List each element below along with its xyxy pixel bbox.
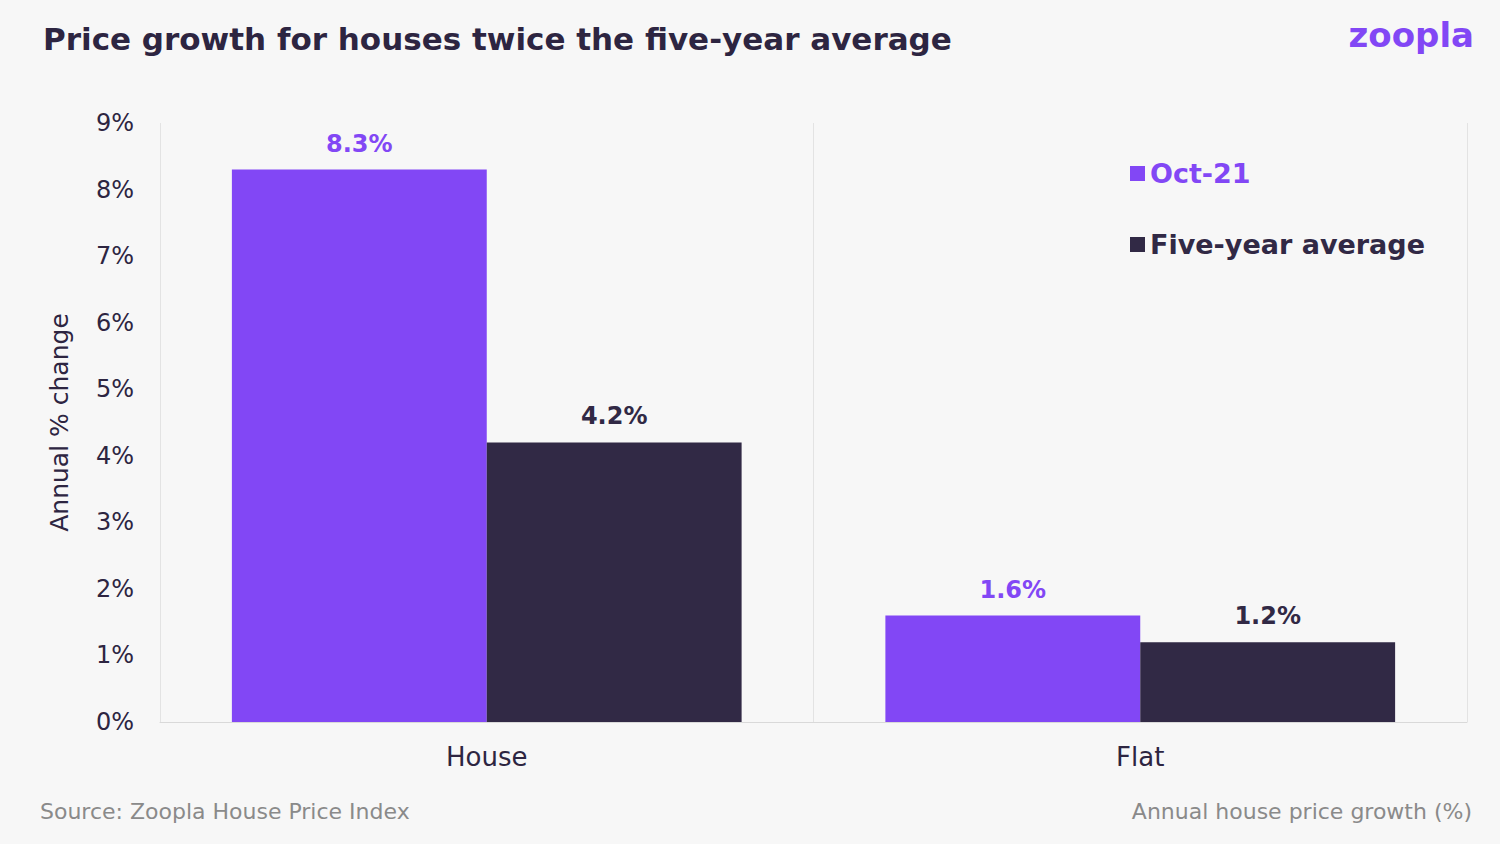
svg-text:0%: 0% — [96, 708, 134, 736]
svg-text:Five-year average: Five-year average — [1150, 229, 1425, 260]
svg-text:Annual % change: Annual % change — [45, 313, 74, 532]
svg-text:Price growth for houses twice: Price growth for houses twice the five-y… — [43, 21, 952, 57]
svg-text:Annual house price growth (%): Annual house price growth (%) — [1132, 799, 1472, 824]
svg-text:8%: 8% — [96, 176, 134, 204]
svg-text:zoopla: zoopla — [1349, 15, 1474, 55]
svg-text:2%: 2% — [96, 575, 134, 603]
svg-text:1.2%: 1.2% — [1234, 602, 1301, 630]
svg-text:6%: 6% — [96, 309, 134, 337]
svg-text:4%: 4% — [96, 442, 134, 470]
svg-text:8.3%: 8.3% — [326, 130, 393, 158]
svg-text:1.6%: 1.6% — [980, 576, 1047, 604]
svg-text:9%: 9% — [96, 109, 134, 137]
svg-text:7%: 7% — [96, 242, 134, 270]
svg-text:5%: 5% — [96, 375, 134, 403]
svg-text:Source: Zoopla House Price Ind: Source: Zoopla House Price Index — [40, 799, 410, 824]
svg-text:1%: 1% — [96, 641, 134, 669]
svg-text:Oct-21: Oct-21 — [1150, 158, 1251, 189]
svg-text:House: House — [446, 742, 527, 772]
svg-text:3%: 3% — [96, 508, 134, 536]
svg-text:4.2%: 4.2% — [581, 402, 648, 430]
svg-text:Flat: Flat — [1116, 742, 1164, 772]
